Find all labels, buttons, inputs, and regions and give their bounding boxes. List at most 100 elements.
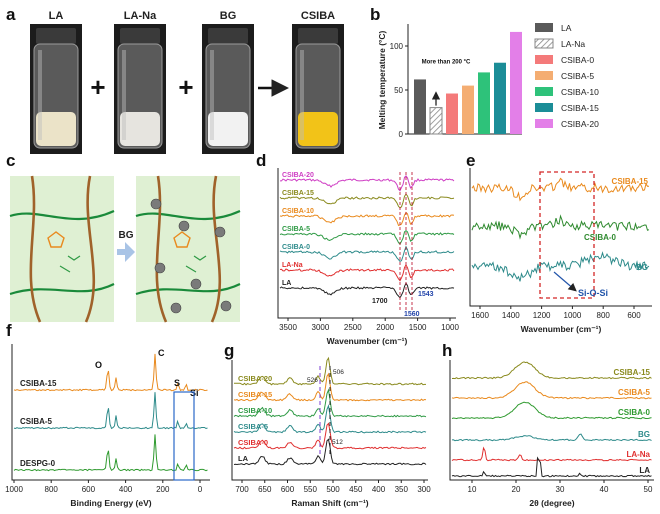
bar-csiba-5: [462, 85, 474, 134]
panel-e-label: e: [466, 151, 475, 170]
highlight-box: [173, 391, 195, 481]
panel-c: c BG: [6, 151, 241, 323]
g-x-tick-label: 600: [281, 485, 295, 494]
panel-g-label: g: [224, 341, 234, 360]
series-label: LA: [282, 280, 291, 287]
process-arrow-label: BG: [119, 230, 134, 241]
series-bg: [471, 251, 650, 282]
series-label: LA-Na: [282, 262, 303, 269]
jar-content: [120, 112, 160, 146]
polymer-chain: [135, 283, 241, 296]
d-x-tick-label: 3000: [312, 323, 330, 332]
schematic-background: [10, 176, 114, 322]
crosslink-chain: [155, 175, 168, 323]
legend-swatch: [535, 71, 553, 80]
series-la: [451, 456, 652, 478]
peak-label: 526: [307, 377, 318, 384]
panel-a: a LA LA-Na BG CSIBA + +: [6, 5, 344, 154]
jar-label: CSIBA: [301, 10, 335, 22]
peak-label: O: [95, 360, 102, 370]
axis-f: [11, 344, 210, 481]
xps-chart: 1000 800 600 400 200 0 Binding Energy (eV) CSIB…: [5, 344, 210, 508]
series-label: LA: [238, 454, 249, 463]
peak-label: C: [158, 348, 165, 358]
g-x-tick-label: 650: [258, 485, 272, 494]
d-x-tick-label: 2500: [344, 323, 362, 332]
series-label: LA-Na: [626, 450, 650, 459]
series-csiba-20: [280, 175, 455, 192]
panel-d: d 3500 3000 2500 2000 1500 1000 Wavenumber (cm…: [256, 151, 459, 346]
jar-label: LA: [49, 10, 64, 22]
jar-highlight: [300, 50, 304, 140]
legend-label: LA-Na: [561, 39, 585, 49]
series-la-na: [451, 446, 652, 462]
series-label: CSIBA-5: [238, 422, 268, 431]
series-label: CSIBA-10: [282, 208, 314, 215]
peak-label: 1543: [418, 291, 434, 298]
e-x-tick-label: 1000: [564, 311, 582, 320]
bar-csiba-20: [510, 31, 522, 135]
crosslink-chain: [84, 175, 96, 323]
panel-h-label: h: [442, 341, 452, 360]
jar-highlight: [210, 50, 214, 140]
ring-structure: [173, 231, 191, 248]
bar-csiba-0: [446, 93, 458, 134]
panel-h: h 10 20 30 40 50 2θ (degree) CSIBA-15 CSIBA-5 CS…: [442, 341, 654, 508]
e-x-tick-label: 800: [597, 311, 611, 320]
jar-content: [208, 112, 248, 146]
legend-swatch: [535, 103, 553, 112]
series-despg-0: [13, 434, 208, 472]
side-group: [185, 255, 207, 273]
axis-e: [469, 168, 652, 307]
bg-particle: [178, 220, 190, 232]
series-csiba-15: [451, 361, 652, 380]
jar-label: LA-Na: [124, 10, 157, 22]
f-x-tick-label: 0: [198, 485, 203, 494]
series-label: DESPG-0: [20, 459, 56, 468]
jar-highlight: [38, 50, 42, 140]
highlight-box: [539, 171, 595, 299]
bg-particle: [150, 198, 162, 210]
jar-label: BG: [220, 10, 237, 22]
series-csiba-15: [13, 353, 208, 392]
series-label: CSIBA-20: [238, 374, 272, 383]
peak-label: S: [174, 378, 180, 388]
legend-label: LA: [561, 23, 572, 33]
x-axis-label: 2θ (degree): [529, 498, 574, 508]
g-x-tick-label: 300: [417, 485, 431, 494]
series-label: LA: [639, 466, 650, 475]
polymer-chain: [135, 209, 241, 221]
series-csiba-5: [279, 229, 455, 246]
bar-la: [414, 79, 426, 134]
h-x-tick-label: 40: [600, 485, 609, 494]
legend-swatch: [535, 23, 553, 32]
x-axis-label: Wavenumber (cm⁻¹): [327, 336, 408, 346]
raman-chart: 700 650 600 550 500 450 400 350 300 Raman Shift (…: [231, 356, 431, 508]
y-axis-label: Melting temperature (°C): [377, 30, 387, 129]
bg-particle: [154, 262, 166, 274]
series-label: CSIBA-0: [618, 408, 651, 417]
g-x-tick-label: 550: [304, 485, 318, 494]
series-csiba-5: [451, 381, 652, 400]
polymer-chain: [9, 209, 115, 221]
panel-g: g 700 650 600 550 500 450 400 350 300 Raman Shift…: [224, 341, 431, 508]
e-x-tick-label: 1400: [502, 311, 520, 320]
network-schematic: BG: [9, 175, 241, 323]
plus-sign: +: [178, 72, 193, 102]
bg-particle: [190, 278, 202, 290]
axis-h: [449, 360, 654, 481]
series-csiba-0: [279, 245, 455, 263]
series-label: CSIBA-15: [614, 368, 651, 377]
series-label: BG: [636, 263, 648, 272]
jar-highlight: [122, 50, 126, 140]
series-la: [279, 281, 455, 299]
g-x-tick-label: 450: [349, 485, 363, 494]
e-x-tick-label: 1200: [533, 311, 551, 320]
legend-swatch: [535, 55, 553, 64]
series-csiba-15: [279, 193, 455, 209]
crosslink-chain: [29, 175, 42, 323]
f-x-tick-label: 400: [119, 485, 133, 494]
axis-g: [231, 360, 428, 481]
